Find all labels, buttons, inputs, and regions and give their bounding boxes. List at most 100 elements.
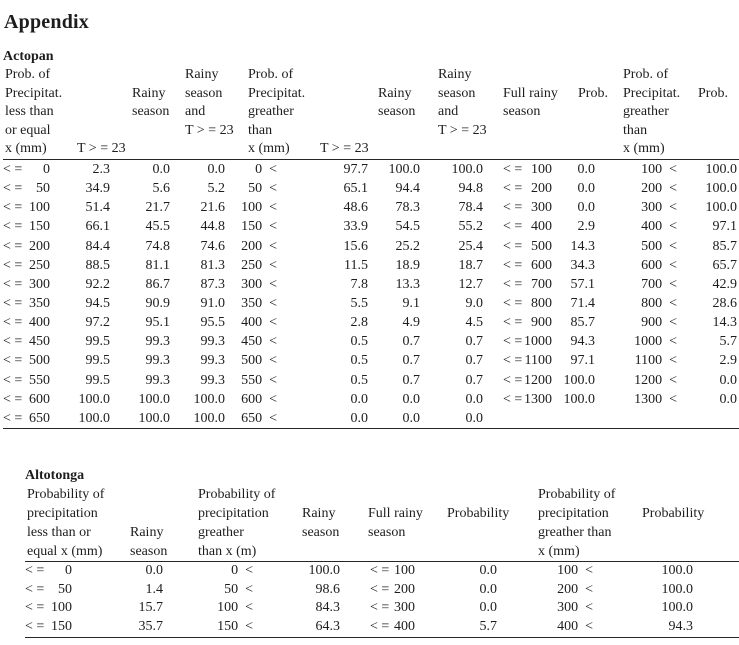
- table-row: < = 500 99.5 99.3 99.3 500 <0.5 0.7 0.7 < = 1100 9…: [3, 351, 739, 370]
- cell-value: 100: [51, 600, 72, 616]
- table-cell: 4.9: [402, 315, 421, 331]
- table-cell: 99.3: [145, 372, 171, 388]
- less-equal-operator: < =: [3, 410, 23, 426]
- table-cell: 0.7: [402, 353, 421, 369]
- table-cell: 90.9: [145, 295, 171, 311]
- column-header: Rainy season: [378, 85, 416, 120]
- table-cell: 34.3: [570, 257, 596, 273]
- table-row: < = 450 99.5 99.3 99.3 450 <0.5 0.7 0.7 < = 1000 9…: [3, 332, 739, 351]
- cell-value: 100: [394, 562, 415, 578]
- table-cell: 92.2: [85, 276, 111, 292]
- column-header: Full rainy season: [368, 505, 423, 540]
- table-cell: 0.0: [577, 181, 596, 197]
- table-cell: 7.8: [350, 276, 369, 292]
- table-cell: 2.9: [577, 219, 596, 235]
- less-equal-operator: < =: [503, 257, 523, 273]
- less-equal-operator: < =: [25, 619, 45, 635]
- table-cell: 94.3: [570, 334, 596, 350]
- table-cell: 88.5: [85, 257, 111, 273]
- table-cell: 300 <: [641, 200, 677, 216]
- table-cell: 99.5: [85, 372, 111, 388]
- table-cell: 200 <: [557, 581, 593, 597]
- table-cell: < = 100: [345, 562, 425, 581]
- table-cell: 5.6: [152, 181, 171, 197]
- column-header: Prob. of Precipitat. greather than x (mm): [623, 67, 681, 157]
- table-cell: 5.7: [479, 619, 498, 635]
- less-equal-operator: < =: [25, 562, 45, 578]
- table-cell: 99.3: [200, 372, 226, 388]
- table-cell: 87.3: [200, 276, 226, 292]
- table-cell: 97.7: [343, 162, 369, 177]
- column-header: Prob. of Precipitat. less than or equal x (m…: [5, 67, 63, 157]
- cell-value: 1300: [524, 391, 552, 407]
- table-cell: 21.6: [200, 200, 226, 216]
- table-cell: < = 200: [485, 179, 555, 198]
- actopan-section: Actopan Prob. of Precipitat. less than or e…: [3, 47, 739, 429]
- cell-value: 300: [29, 276, 50, 292]
- table-cell: < = 350: [3, 294, 63, 313]
- cell-value: 1100: [524, 353, 552, 369]
- table-cell: < = 0: [25, 562, 80, 581]
- table-row: < = 50 1.4 50 <98.6 < = 200 0.0 200 <100.0: [25, 581, 739, 600]
- table-cell: < = 50: [25, 581, 80, 600]
- table-cell: 74.8: [145, 238, 171, 254]
- table-cell: 100.0: [563, 391, 596, 407]
- column-header: Rainy season and T > = 23: [185, 67, 234, 138]
- table-cell: < = 700: [485, 275, 555, 294]
- cell-value: 50: [36, 181, 50, 197]
- less-equal-operator: < =: [3, 391, 23, 407]
- table-cell: 450 <: [241, 334, 277, 350]
- table-cell: 0.0: [465, 410, 484, 426]
- less-equal-operator: < =: [503, 372, 523, 388]
- table-cell: 35.7: [138, 619, 164, 635]
- table-cell: 34.9: [85, 181, 111, 197]
- table-cell: 100.0: [661, 600, 694, 616]
- table-cell: < = 50: [3, 179, 63, 198]
- column-header: Rainy season: [130, 524, 168, 559]
- table-cell: 900 <: [641, 315, 677, 331]
- cell-value: 150: [29, 219, 50, 235]
- table-cell: 18.9: [395, 257, 421, 273]
- table-header-row: Probability of precipitation less than or e…: [25, 485, 739, 562]
- table-cell: 5.7: [719, 334, 738, 350]
- cell-value: 1000: [524, 334, 552, 350]
- less-equal-operator: < =: [3, 219, 23, 235]
- table-cell: < = 1200: [485, 371, 555, 390]
- table-cell: 11.5: [344, 257, 368, 273]
- less-equal-operator: < =: [370, 562, 390, 578]
- table-cell: 100.0: [451, 162, 484, 177]
- table-title-actopan: Actopan: [3, 49, 54, 64]
- table-cell: < = 450: [3, 332, 63, 351]
- table-cell: 550 <: [241, 372, 277, 388]
- table-cell: 15.7: [138, 600, 164, 616]
- table-cell: 99.3: [145, 353, 171, 369]
- table-row: < = 300 92.2 86.7 87.3 300 < 7.8 13.3 12.7 < = 700…: [3, 275, 739, 294]
- table-cell: < = 300: [3, 275, 63, 294]
- table-cell: 100.0: [193, 410, 226, 426]
- column-header: Probability of precipitation less than or e…: [27, 486, 105, 559]
- table-cell: < = 250: [3, 256, 63, 275]
- cell-value: 0: [65, 562, 72, 578]
- table-cell: 91.0: [200, 295, 226, 311]
- table-cell: 65.7: [712, 257, 738, 273]
- table-cell: 71.4: [570, 295, 596, 311]
- less-equal-operator: < =: [3, 200, 23, 216]
- table-cell: 250 <: [241, 257, 277, 273]
- table-cell: 50 <: [248, 181, 277, 197]
- table-cell: 9.1: [402, 295, 421, 311]
- table-row: < = 100 51.4 21.7 21.6 100 < 48.6 78.3 78.4 < = 30…: [3, 198, 739, 217]
- table-row: < = 350 94.5 90.9 91.0 350 < 5.5 9.1 9.0 < = 800 71…: [3, 294, 739, 313]
- table-cell: 9.0: [465, 295, 484, 311]
- column-header: Prob.: [698, 85, 728, 101]
- table-cell: < = 1300: [485, 390, 555, 409]
- table-cell: < = 200: [3, 237, 63, 256]
- table-cell: 1.4: [145, 581, 164, 597]
- less-equal-operator: < =: [3, 295, 23, 311]
- table-cell: < = 100: [3, 198, 63, 217]
- column-header: Prob. of Precipitat. greather than x (mm): [248, 67, 306, 157]
- table-cell: 500 <: [241, 353, 277, 369]
- less-equal-operator: < =: [25, 600, 45, 616]
- table-cell: 84.3: [315, 600, 341, 616]
- column-header: Probability: [642, 505, 705, 521]
- table-cell: 99.3: [200, 334, 226, 350]
